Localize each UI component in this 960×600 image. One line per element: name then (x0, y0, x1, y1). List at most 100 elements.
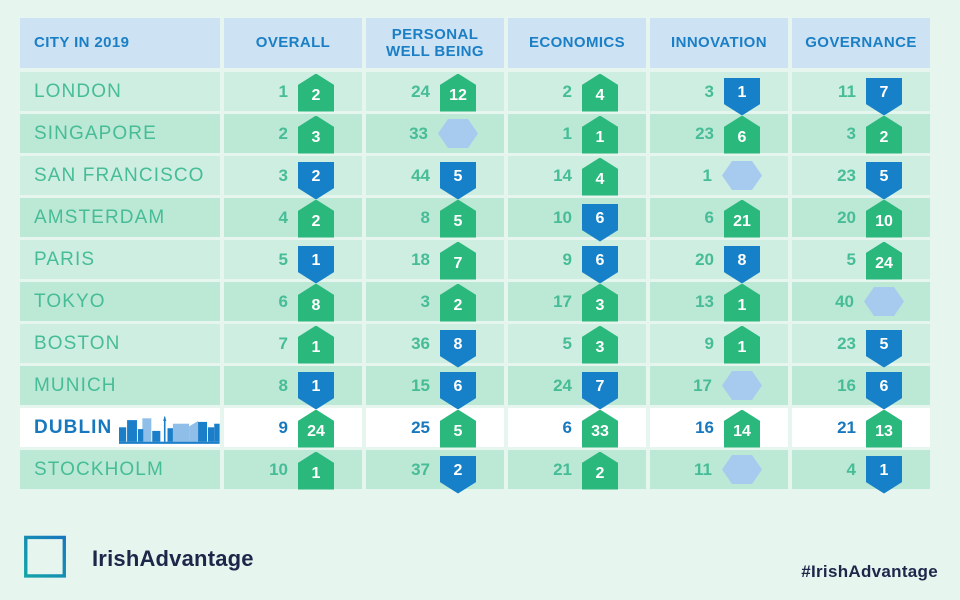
change-value: 2 (453, 462, 463, 479)
rank-value: 14 (553, 165, 572, 185)
rank-up-badge: 2 (298, 199, 334, 238)
change-value: 1 (879, 462, 889, 479)
city-name: PARIS (34, 248, 96, 270)
city-cell: AMSTERDAM (20, 198, 220, 237)
rank-up-badge: 7 (440, 241, 476, 280)
no-change-hexagon-icon (722, 161, 762, 190)
rank-value: 9 (704, 333, 714, 353)
change-value: 2 (453, 297, 463, 314)
no-change-hexagon-icon (722, 371, 762, 400)
change-value: 3 (311, 129, 321, 146)
rank-up-badge: 1 (298, 325, 334, 364)
header-innovation: INNOVATION (650, 18, 788, 68)
rank-up-badge: 5 (440, 409, 476, 448)
change-value: 6 (595, 252, 605, 269)
city-cell: TOKYO (20, 282, 220, 321)
change-value: 14 (733, 423, 751, 440)
rank-down-badge: 7 (582, 371, 618, 410)
rank-cell: 2 3 (224, 114, 362, 154)
rank-value: 17 (693, 375, 712, 395)
change-value: 2 (311, 213, 321, 230)
table-row: STOCKHOLM (20, 450, 930, 494)
city-name: SINGAPORE (34, 122, 157, 144)
rank-cell: 4 1 (792, 450, 930, 494)
rank-cell: 5 3 (508, 324, 646, 364)
header-economics: ECONOMICS (508, 18, 646, 68)
rank-up-badge: 3 (298, 115, 334, 154)
rank-cell: 3 2 (366, 282, 504, 322)
rank-cell: 8 5 (366, 198, 504, 238)
rank-value: 23 (837, 165, 856, 185)
rank-value: 16 (837, 375, 856, 395)
rank-value: 5 (278, 249, 288, 269)
rank-cell: 15 6 (366, 366, 504, 410)
brand-name: IrishAdvantage (92, 546, 254, 571)
rank-up-badge: 2 (298, 73, 334, 112)
rank-value: 24 (553, 375, 572, 395)
city-cell: SAN FRANCISCO (20, 156, 220, 195)
rank-cell: 24 7 (508, 366, 646, 410)
change-value: 5 (879, 168, 889, 185)
rank-up-badge: 33 (582, 409, 618, 448)
rank-value: 3 (704, 81, 714, 101)
city-name: BOSTON (34, 332, 121, 354)
change-value: 1 (311, 465, 321, 482)
header-personal-well-being: PERSONAL WELL BEING (366, 18, 504, 68)
rank-down-badge: 5 (866, 329, 902, 368)
change-value: 4 (595, 171, 605, 188)
change-value: 24 (875, 255, 893, 272)
rank-cell: 6 33 (508, 408, 646, 448)
rank-value: 8 (278, 375, 288, 395)
city-name: DUBLIN (34, 416, 113, 438)
change-value: 13 (875, 423, 893, 440)
rank-cell: 37 2 (366, 450, 504, 494)
rank-cell: 33 (366, 114, 504, 153)
rank-value: 2 (562, 81, 572, 101)
rank-up-badge: 1 (582, 115, 618, 154)
rank-cell: 9 6 (508, 240, 646, 284)
rank-down-badge: 1 (298, 245, 334, 284)
rank-cell: 10 6 (508, 198, 646, 242)
rank-cell: 20 10 (792, 198, 930, 238)
rank-down-badge: 6 (866, 371, 902, 410)
rank-up-badge: 4 (582, 157, 618, 196)
rank-up-badge: 1 (724, 325, 760, 364)
rank-down-badge: 6 (582, 245, 618, 284)
rank-value: 4 (278, 207, 288, 227)
rank-cell: 17 (650, 366, 788, 405)
rank-cell: 21 2 (508, 450, 646, 490)
table-row: SAN FRANCISCO (20, 156, 930, 200)
header-overall: OVERALL (224, 18, 362, 68)
rank-cell: 5 1 (224, 240, 362, 284)
rank-value: 44 (411, 165, 430, 185)
rank-value: 10 (553, 207, 572, 227)
rank-up-badge: 3 (582, 283, 618, 322)
change-value: 8 (737, 252, 747, 269)
no-change-hexagon-icon (864, 287, 904, 316)
rank-value: 33 (409, 123, 428, 143)
rank-down-badge: 1 (866, 455, 902, 494)
rank-value: 18 (411, 249, 430, 269)
change-value: 2 (595, 465, 605, 482)
rank-cell: 17 3 (508, 282, 646, 322)
rank-value: 4 (846, 459, 856, 479)
table-row: MUNICH (20, 366, 930, 410)
rank-down-badge: 7 (866, 77, 902, 116)
rank-value: 25 (411, 417, 430, 437)
rank-down-badge: 5 (440, 161, 476, 200)
rank-cell: 23 6 (650, 114, 788, 154)
rank-value: 36 (411, 333, 430, 353)
header-city: CITY IN 2019 (20, 18, 220, 68)
change-value: 1 (311, 339, 321, 356)
rank-up-badge: 1 (298, 451, 334, 490)
rank-up-badge: 2 (866, 115, 902, 154)
change-value: 5 (453, 168, 463, 185)
rank-value: 24 (411, 81, 430, 101)
rank-cell: 4 2 (224, 198, 362, 238)
dublin-skyline-icon (119, 415, 220, 444)
rank-up-badge: 3 (582, 325, 618, 364)
rank-value: 1 (562, 123, 572, 143)
change-value: 3 (595, 297, 605, 314)
change-value: 8 (453, 336, 463, 353)
table-row: PARIS (20, 240, 930, 284)
